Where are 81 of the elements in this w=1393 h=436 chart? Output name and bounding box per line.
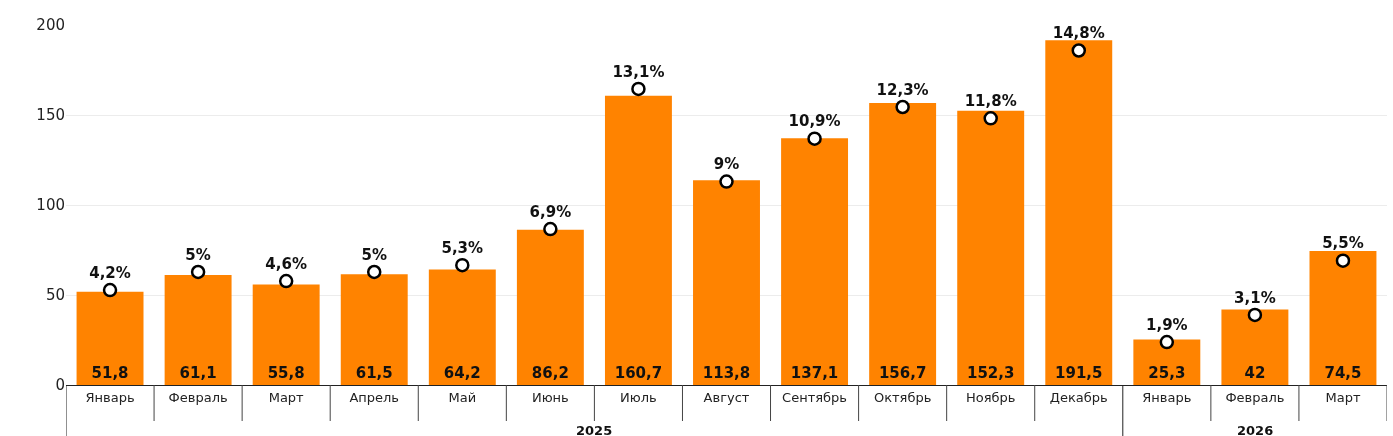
bar bbox=[1309, 250, 1377, 385]
data-label: 1,9% bbox=[1146, 315, 1188, 334]
data-label: 14,8% bbox=[1052, 24, 1105, 43]
x-tick-label: Февраль bbox=[168, 389, 228, 405]
y-tick-label: 0 bbox=[55, 376, 65, 395]
data-label: 61,5 bbox=[355, 364, 393, 382]
data-label: 12,3% bbox=[876, 80, 929, 99]
x-tick-label: Октябрь bbox=[873, 389, 932, 405]
data-label: 152,3 bbox=[966, 364, 1015, 382]
data-label: 86,2 bbox=[531, 364, 569, 382]
point bbox=[1247, 307, 1263, 323]
x-tick-label: Сентябрь bbox=[782, 389, 848, 405]
point bbox=[190, 264, 206, 280]
data-label: 156,7 bbox=[878, 364, 927, 382]
data-label: 61,1 bbox=[179, 364, 217, 382]
point bbox=[1159, 334, 1175, 350]
point bbox=[983, 111, 998, 126]
data-label: 160,7 bbox=[614, 364, 663, 382]
point bbox=[455, 257, 470, 273]
x-tick-label: Апрель bbox=[349, 389, 400, 405]
x-tick-label: Декабрь bbox=[1049, 389, 1108, 405]
data-label: 191,5 bbox=[1055, 364, 1103, 382]
data-label: 42 bbox=[1244, 364, 1266, 382]
point bbox=[631, 81, 646, 97]
bar bbox=[516, 229, 584, 385]
bar bbox=[604, 95, 672, 385]
data-label: 74,5 bbox=[1324, 364, 1362, 382]
bar bbox=[252, 284, 320, 385]
x-tick-label: Май bbox=[448, 389, 477, 405]
point bbox=[719, 174, 734, 189]
data-label: 13,1% bbox=[612, 62, 665, 81]
point bbox=[366, 264, 382, 280]
data-label: 5% bbox=[185, 245, 211, 264]
x-tick-label: Январь bbox=[1142, 389, 1192, 405]
x-tick-label: Июнь bbox=[531, 389, 569, 405]
x-tick-label: Январь bbox=[85, 389, 135, 405]
point bbox=[102, 282, 118, 298]
data-label: 137,1 bbox=[790, 364, 839, 382]
text: 2026 bbox=[1237, 423, 1274, 436]
x-tick-label: Ноябрь bbox=[965, 389, 1016, 405]
point bbox=[895, 99, 910, 115]
data-label: 55,8 bbox=[267, 364, 305, 382]
bar bbox=[340, 274, 408, 385]
data-label: 25,3 bbox=[1148, 364, 1186, 382]
y-tick-label: 100 bbox=[36, 196, 65, 215]
data-label: 5,5% bbox=[1322, 234, 1364, 253]
x-tick-label: Февраль bbox=[1225, 389, 1285, 405]
data-label: 4,2% bbox=[89, 263, 131, 282]
point bbox=[1071, 43, 1087, 58]
data-label: 5,3% bbox=[441, 238, 484, 257]
point bbox=[807, 131, 822, 146]
bar bbox=[1221, 309, 1289, 385]
y-tick-label: 150 bbox=[36, 106, 65, 125]
bar bbox=[957, 110, 1025, 385]
data-label: 113,8 bbox=[702, 364, 751, 382]
data-label: 5% bbox=[361, 245, 387, 264]
data-label: 9% bbox=[713, 155, 740, 174]
data-label: 64,2 bbox=[443, 364, 481, 382]
y-tick-label: 200 bbox=[36, 16, 65, 35]
bar bbox=[693, 180, 760, 385]
data-label: 4,6% bbox=[265, 254, 307, 273]
data-label: 51,8 bbox=[91, 364, 129, 382]
text: 2025 bbox=[576, 423, 613, 436]
y-tick-label: 50 bbox=[45, 286, 65, 305]
point bbox=[543, 221, 558, 237]
data-label: 10,9% bbox=[788, 112, 841, 131]
bar bbox=[869, 102, 937, 385]
bar bbox=[164, 275, 232, 385]
x-tick-label: Март bbox=[1325, 389, 1361, 405]
x-tick-label: Июль bbox=[620, 389, 657, 405]
data-label: 3,1% bbox=[1234, 288, 1276, 307]
point bbox=[1335, 253, 1351, 268]
data-label: 6,9% bbox=[529, 202, 572, 221]
bar bbox=[1045, 40, 1113, 385]
bar bbox=[76, 291, 144, 385]
point bbox=[278, 273, 294, 289]
data-label: 11,8% bbox=[964, 92, 1017, 111]
bar bbox=[428, 269, 496, 385]
x-tick-label: Август bbox=[703, 389, 750, 405]
x-tick-label: Март bbox=[268, 389, 305, 405]
bar bbox=[781, 138, 849, 385]
